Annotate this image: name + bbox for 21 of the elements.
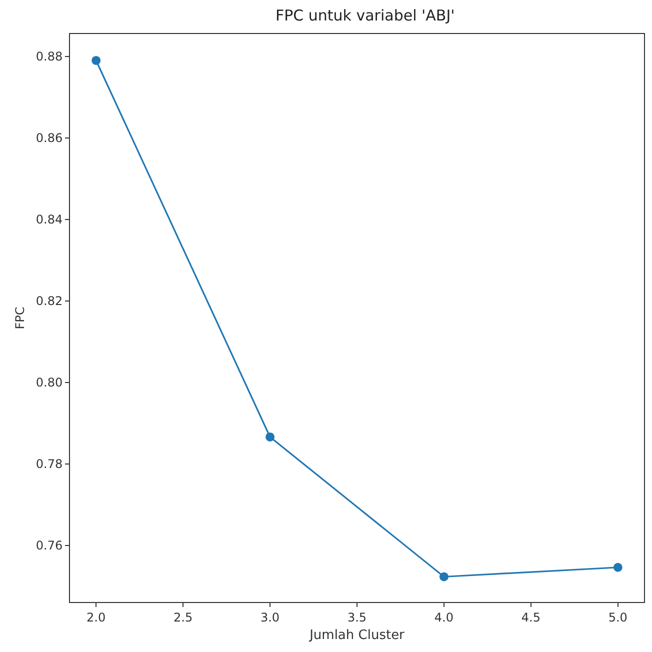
- x-axis-title: Jumlah Cluster: [308, 628, 406, 643]
- y-tick-label: 0.80: [36, 376, 63, 390]
- x-tick-label: 2.0: [86, 610, 106, 624]
- x-tick-label: 2.5: [174, 610, 193, 624]
- y-tick-label: 0.84: [36, 212, 63, 227]
- x-tick-label: 3.0: [260, 610, 280, 624]
- point: [266, 432, 275, 442]
- point: [613, 562, 622, 572]
- x-tick-label: 5.0: [608, 610, 628, 624]
- y-tick-label: 0.88: [36, 50, 63, 64]
- point: [92, 56, 101, 65]
- point: [439, 572, 448, 582]
- y-tick-label: 0.86: [36, 131, 63, 146]
- chart-title: FPC untuk variabel 'ABJ': [275, 6, 455, 24]
- x-tick-label: 3.5: [347, 610, 367, 624]
- x-tick-label: 4.0: [434, 610, 454, 624]
- y-tick-label: 0.76: [36, 538, 63, 553]
- y-axis-title: FPC: [13, 306, 28, 330]
- x-tick-label: 4.5: [521, 610, 540, 624]
- y-tick-label: 0.78: [36, 457, 63, 472]
- y-tick-label: 0.82: [36, 294, 63, 308]
